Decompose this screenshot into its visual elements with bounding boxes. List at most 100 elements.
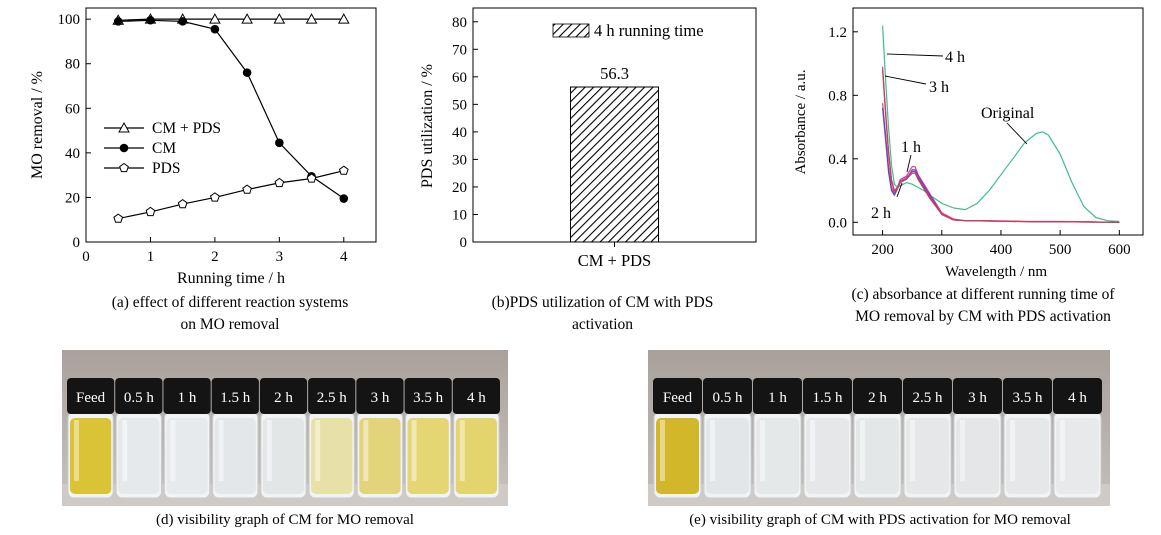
- chart-a-point: [338, 165, 349, 175]
- chart-a-point: [210, 24, 220, 34]
- chart-b-ytick-label: 20: [452, 180, 467, 196]
- chart-a-xlabel: Running time / h: [177, 270, 285, 287]
- vial-liquid: [656, 418, 699, 494]
- chart-a-point: [145, 206, 156, 217]
- vial-liquid: [906, 418, 949, 494]
- annot-1h: 1 h: [901, 139, 921, 156]
- chart-a-point: [178, 17, 187, 26]
- vial-cap: [163, 378, 211, 414]
- vial-cap: [308, 378, 356, 414]
- chart-a-point: [337, 13, 350, 24]
- chart-a-ytick-label: 60: [65, 101, 80, 117]
- chart-a-markers: [112, 13, 350, 223]
- caption-c: (c) absorbance at different running time…: [805, 284, 1161, 328]
- caption-c-line1: (c) absorbance at different running time…: [851, 286, 1115, 303]
- chart-b-ytick-label: 60: [452, 70, 467, 86]
- vial-cap: [1053, 378, 1102, 414]
- chart-a-xtick-label: 3: [276, 249, 284, 265]
- chart-a-ytick-label: 0: [73, 235, 81, 251]
- vial-liquid: [118, 418, 160, 494]
- chart-a-point: [241, 13, 253, 24]
- vial-liquid: [407, 418, 449, 494]
- chart-a-point: [113, 213, 124, 223]
- vial-liquid: [706, 418, 749, 494]
- vial-liquid: [359, 418, 401, 494]
- annot-2h-leader: [896, 182, 903, 198]
- vial-label: 4 h: [467, 390, 486, 406]
- vial-highlight: [810, 420, 815, 481]
- vial-cap: [903, 378, 952, 414]
- vial-cap: [356, 378, 404, 414]
- chart-a-point: [209, 13, 221, 24]
- vial-highlight: [960, 420, 965, 481]
- vial-label: 2.5 h: [913, 390, 944, 406]
- photo-d: Feed 0.5 h 1 h 1.5 h 2 h 2.5 h 3 h 3.5 h 4 h: [62, 350, 508, 506]
- chart-b-ylabel: PDS utilization / %: [419, 64, 436, 188]
- chart-b-ytick-label: 10: [452, 207, 467, 223]
- caption-a: (a) effect of different reaction systems…: [60, 292, 400, 336]
- chart-a-point: [113, 17, 123, 26]
- vial-label: 2 h: [274, 390, 293, 406]
- vial-highlight: [170, 420, 176, 481]
- chart-c-ylabel: Absorbance / a.u.: [793, 70, 809, 175]
- chart-c-ytick-label: 0.0: [828, 215, 847, 231]
- vial-label: 3.5 h: [1013, 390, 1044, 406]
- vial-highlight: [122, 420, 128, 481]
- vial-highlight: [266, 420, 272, 481]
- vial-label: 2 h: [868, 390, 887, 406]
- chart-a-series: [118, 18, 345, 220]
- chart-c-ytick-label: 1.2: [828, 25, 847, 41]
- chart-a-xtick-label: 4: [340, 249, 348, 265]
- chart-a-legend-label: PDS: [152, 160, 180, 177]
- chart-c-series-line-4: [882, 69, 1120, 223]
- caption-b-line1: (b)PDS utilization of CM with PDS: [491, 294, 714, 311]
- chart-a-point: [146, 15, 155, 25]
- vial-label: 0.5 h: [713, 390, 744, 406]
- vial-highlight: [459, 420, 465, 481]
- chart-a-legend-marker: [118, 121, 130, 133]
- vial-label: 2.5 h: [317, 390, 348, 406]
- vial-cap: [853, 378, 902, 414]
- vial-liquid: [1056, 418, 1099, 494]
- chart-a-point: [275, 138, 284, 148]
- vial-label: 1 h: [768, 390, 787, 406]
- vial-liquid: [262, 418, 305, 494]
- vial-highlight: [363, 420, 369, 481]
- chart-c-ytick-label: 0.4: [828, 152, 847, 168]
- chart-a-legend-label: CM + PDS: [152, 120, 221, 137]
- chart-a-legend-marker: [119, 143, 129, 153]
- chart-c-annotations: 4 h 3 h 1 h 2 h Original: [871, 49, 1035, 222]
- chart-c-ytick-label: 0.8: [828, 88, 847, 104]
- chart-b-ticks: 0 10 20 30 40 50 60 70 80: [452, 15, 478, 251]
- vial-cap: [953, 378, 1002, 414]
- vial-highlight: [1060, 420, 1065, 481]
- chart-b-ytick-label: 30: [452, 152, 467, 168]
- annot-original: Original: [981, 105, 1035, 122]
- chart-b-bars: 56.3 CM + PDS: [570, 64, 659, 270]
- vial-liquid: [756, 418, 799, 494]
- chart-c-series: [882, 25, 1120, 223]
- caption-a-line2: on MO removal: [180, 316, 280, 333]
- chart-b-legend-swatch: [552, 23, 590, 38]
- caption-e: (e) visibility graph of CM with PDS acti…: [689, 512, 1071, 528]
- vial-cap: [211, 378, 259, 414]
- chart-c-xtick-label: 500: [1049, 242, 1072, 258]
- chart-b-legend: 4 h running time: [552, 21, 704, 40]
- chart-a-point: [274, 177, 285, 188]
- chart-b-category-label: CM + PDS: [578, 251, 652, 270]
- vial-label: 1.5 h: [813, 390, 844, 406]
- caption-b-line2: activation: [571, 316, 634, 333]
- chart-c-xlabel: Wavelength / nm: [945, 264, 1047, 280]
- chart-a-ylabel: MO removal / %: [29, 71, 46, 179]
- annot-original-leader: [1006, 122, 1028, 145]
- vial-highlight: [910, 420, 915, 481]
- chart-a-legend-marker: [119, 162, 129, 173]
- vial-highlight: [74, 420, 79, 481]
- vial-cap: [703, 378, 752, 414]
- vial-cap: [115, 378, 163, 414]
- chart-a-ytick-label: 80: [65, 57, 80, 73]
- vial-highlight: [860, 420, 865, 481]
- vial-label: 1.5 h: [220, 390, 251, 406]
- vial-label: Feed: [663, 390, 693, 406]
- vial-cap: [67, 378, 115, 414]
